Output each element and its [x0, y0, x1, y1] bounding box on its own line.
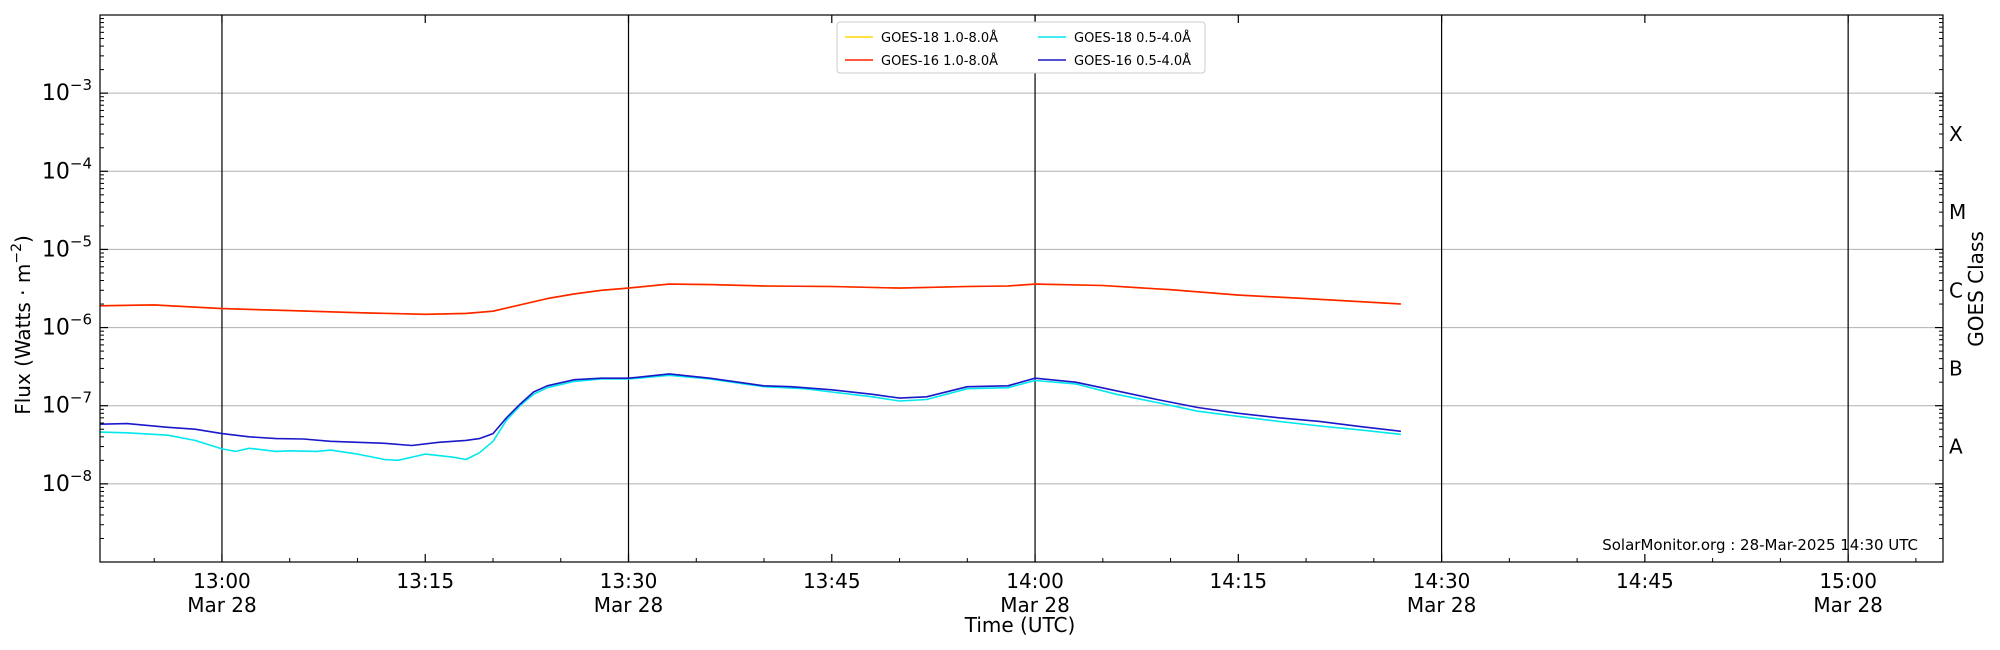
- series-line-3: [99, 374, 1401, 462]
- x-tick-label: 13:30: [600, 569, 658, 593]
- legend-label: GOES-16 1.0-8.0Å: [881, 53, 998, 69]
- goes-class-label: X: [1949, 122, 1963, 146]
- x-axis-title: Time (UTC): [964, 613, 1076, 637]
- series-line-4: [99, 373, 1401, 447]
- day-markers: [221, 15, 1849, 562]
- x-tick-date-label: Mar 28: [1407, 593, 1477, 617]
- goes-class-label: B: [1949, 356, 1963, 380]
- right-axis-title: GOES Class: [1964, 231, 1988, 347]
- x-tick-label: 13:15: [396, 569, 454, 593]
- legend-label: GOES-18 1.0-8.0Å: [881, 30, 998, 46]
- axis-ticks: [100, 15, 1943, 562]
- legend: GOES-18 1.0-8.0Å GOES-16 1.0-8.0Å GOES-18 …: [836, 21, 1206, 74]
- legend-label: GOES-18 0.5-4.0Å: [1074, 30, 1191, 46]
- series-line-1: [99, 283, 1401, 316]
- x-tick-label: 15:00: [1819, 569, 1877, 593]
- x-tick-label: 14:30: [1413, 569, 1471, 593]
- x-tick-date-label: Mar 28: [1813, 593, 1883, 617]
- series-lines: [99, 283, 1401, 462]
- series-line-2: [99, 283, 1401, 316]
- goes-class-label: C: [1949, 278, 1963, 302]
- goes-class-label: A: [1949, 435, 1963, 459]
- x-tick-date-label: Mar 28: [187, 593, 257, 617]
- y-axis-title: Flux (Watts · m−2): [9, 235, 35, 415]
- x-tick-label: 14:00: [1006, 569, 1064, 593]
- goes-class-label: M: [1949, 200, 1966, 224]
- y-tick-label: 10−6: [42, 311, 92, 341]
- y-tick-label: 10−4: [42, 154, 92, 184]
- y-tick-label: 10−8: [42, 467, 92, 497]
- x-tick-date-label: Mar 28: [594, 593, 664, 617]
- legend-box: [836, 21, 1206, 74]
- legend-label: GOES-16 0.5-4.0Å: [1074, 53, 1191, 69]
- y-tick-label: 10−5: [42, 232, 92, 262]
- plot-frame: [99, 14, 1944, 563]
- x-tick-label: 14:15: [1210, 569, 1268, 593]
- x-tick-date-label: Mar 28: [1000, 593, 1070, 617]
- x-tick-label: 14:45: [1616, 569, 1674, 593]
- source-annotation: SolarMonitor.org : 28-Mar-2025 14:30 UTC: [1602, 536, 1918, 554]
- x-tick-label: 13:45: [803, 569, 861, 593]
- x-tick-label: 13:00: [193, 569, 251, 593]
- y-tick-label: 10−3: [42, 76, 92, 106]
- y-tick-label: 10−7: [42, 389, 92, 419]
- gridlines: [100, 92, 1943, 485]
